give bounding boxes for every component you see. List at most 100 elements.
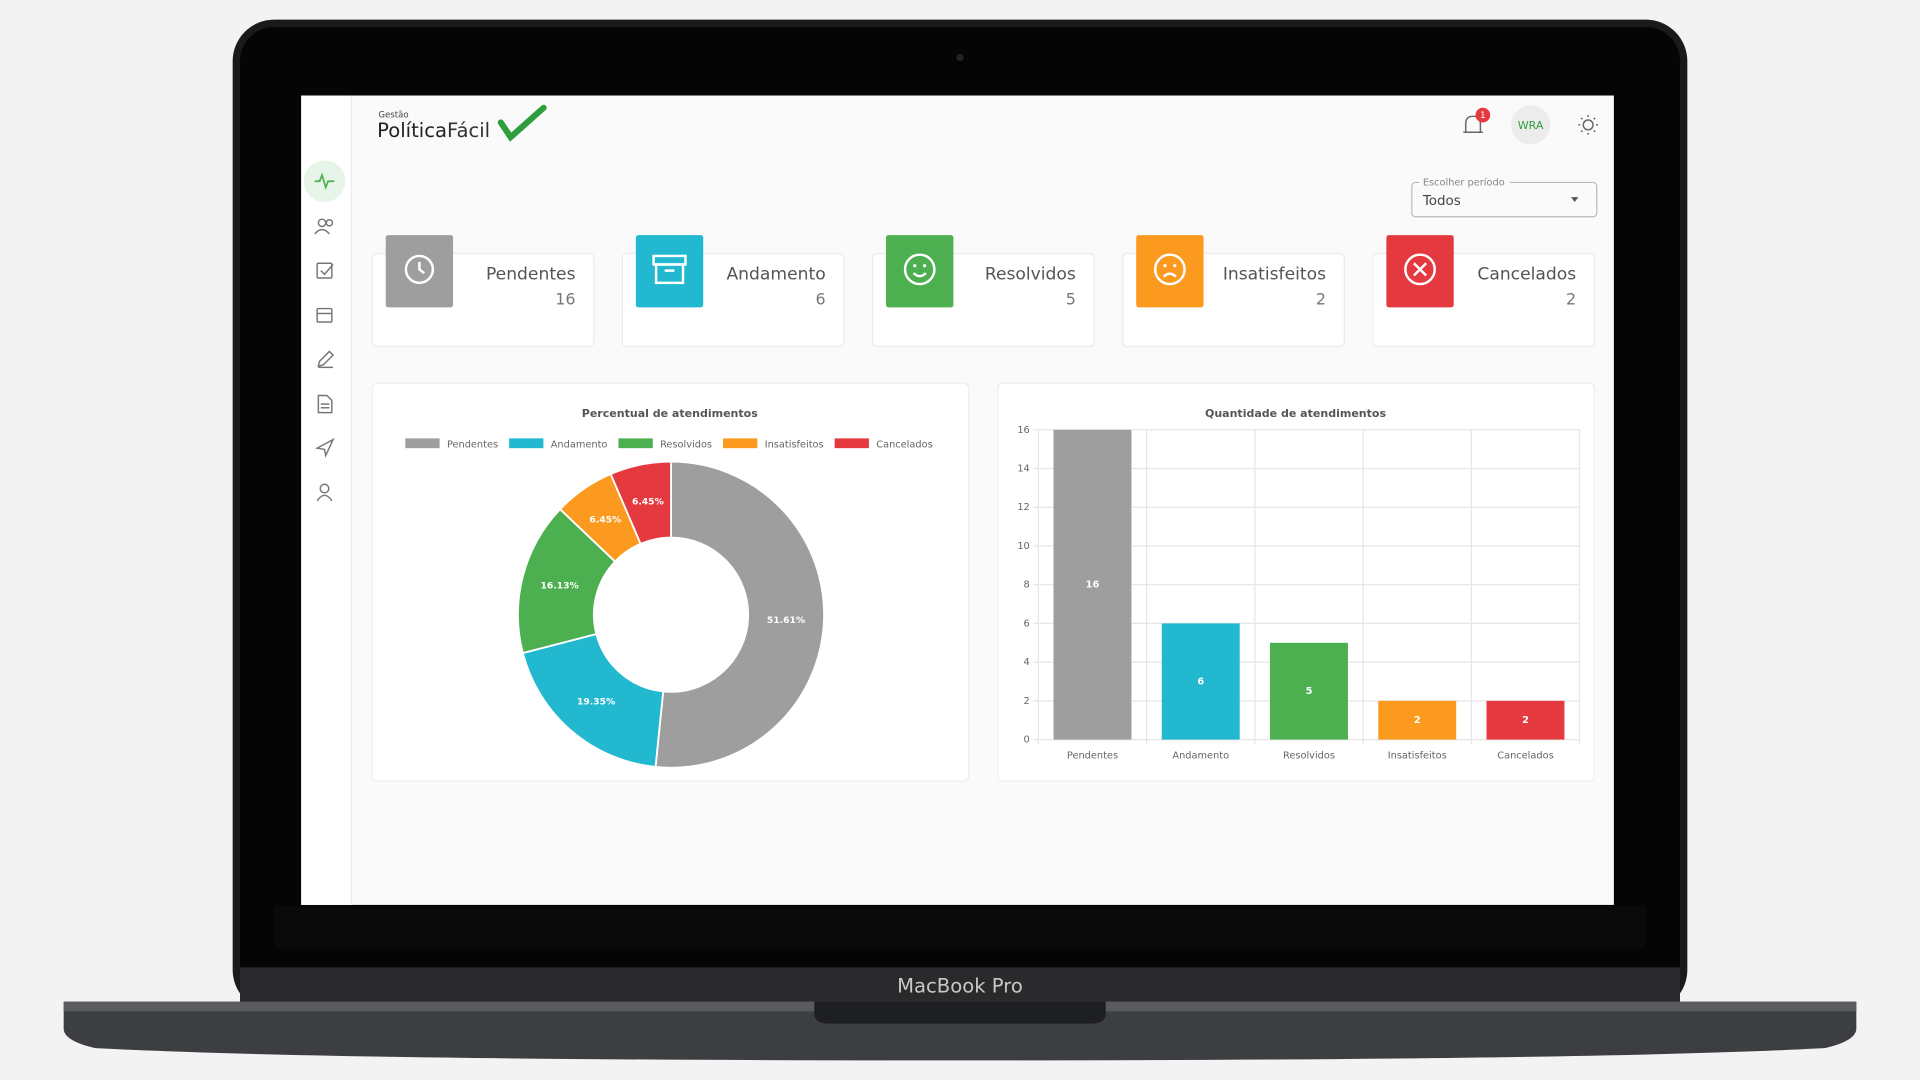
icon-calendar[interactable]: [316, 307, 333, 323]
data-label: 6: [1197, 677, 1204, 688]
icon-shape: [418, 262, 426, 275]
logo[interactable]: PolíticaFácil: [377, 119, 490, 142]
logo-check: [497, 104, 547, 142]
card-label: Resolvidos: [985, 264, 1076, 284]
notification-count: 1: [1480, 111, 1485, 121]
sidebar: [301, 95, 352, 905]
donut-segment: [521, 632, 665, 768]
legend-swatch: [509, 438, 544, 449]
panel: [371, 382, 970, 782]
status-card[interactable]: Pendentes 16: [371, 235, 595, 348]
legend-label: Insatisfeitos: [765, 439, 824, 450]
avatar[interactable]: [1511, 105, 1551, 145]
bar: [1053, 429, 1132, 740]
icon-shape: [1173, 264, 1177, 268]
data-label: 19.35%: [577, 697, 615, 708]
legend-label: Resolvidos: [660, 439, 712, 450]
status-card[interactable]: Insatisfeitos 2: [1122, 235, 1345, 348]
period-label: Escolher período: [1423, 176, 1505, 188]
icon-edit[interactable]: [317, 350, 335, 369]
icon-user[interactable]: [316, 483, 333, 502]
data-label: 16: [1086, 580, 1100, 591]
x-tick-label: Cancelados: [1497, 751, 1553, 762]
x-tick-label: Insatisfeitos: [1388, 751, 1447, 762]
card-value: 16: [555, 290, 575, 309]
icon-shape: [912, 272, 927, 278]
legend-swatch: [723, 438, 758, 449]
legend-label: Pendentes: [447, 439, 498, 450]
laptop-base: [63, 1001, 1857, 1061]
donut-segment: [654, 460, 825, 769]
data-label: 16.13%: [540, 580, 578, 591]
notifications[interactable]: 1: [1463, 107, 1491, 133]
icon-shape: [1153, 253, 1186, 286]
status-card[interactable]: Resolvidos 5: [871, 235, 1095, 348]
card-icon-bg: [886, 235, 954, 308]
icon-document[interactable]: [317, 394, 333, 414]
data-label: 6.45%: [589, 515, 621, 526]
icon-shape: [404, 254, 435, 285]
icon-shape: [1404, 253, 1436, 286]
dynamic-content: Pendentes 16 Andamento 6 Resolvidos 5 Insatisf…: [371, 235, 1596, 769]
device-label: MacBook Pro: [897, 974, 1023, 997]
icon-shape: [1162, 272, 1177, 278]
logo-accent: Fácil: [447, 119, 490, 142]
theme-toggle[interactable]: [1578, 115, 1598, 135]
hinge: [240, 967, 1680, 1005]
legend-label: Cancelados: [876, 439, 932, 450]
y-tick-label: 6: [1024, 618, 1030, 629]
card-value: 2: [1566, 290, 1576, 309]
icon-shape: [1413, 262, 1428, 277]
icon-shape: [913, 264, 917, 268]
card-icon-bg: [1136, 235, 1204, 308]
period-value: Todos: [1422, 194, 1461, 209]
donut-segment: [609, 460, 672, 546]
avatar-initials: WRA: [1518, 119, 1544, 132]
data-label: 6.45%: [632, 496, 664, 507]
icon-people[interactable]: [314, 218, 334, 235]
donut-segment: [517, 507, 617, 655]
logo-small: Gestão: [378, 111, 408, 121]
legend-swatch: [834, 438, 869, 449]
card-icon-bg: [385, 235, 454, 308]
status-card[interactable]: Cancelados 2: [1372, 235, 1596, 348]
select-arrow: [1571, 197, 1579, 203]
bar: [1161, 623, 1240, 740]
card-value: 5: [1066, 290, 1076, 309]
legend-swatch: [618, 438, 653, 449]
x-tick-label: Resolvidos: [1283, 751, 1335, 762]
card-value: 6: [816, 290, 826, 309]
bar: [1270, 642, 1348, 740]
data-label: 2: [1414, 715, 1421, 726]
data-label: 51.61%: [767, 615, 805, 626]
card-label: Insatisfeitos: [1223, 264, 1326, 284]
card-icon-bg: [1386, 235, 1454, 308]
icon-dashboard[interactable]: [314, 172, 335, 190]
bar: [1378, 700, 1457, 740]
card-label: Pendentes: [486, 264, 576, 284]
x-tick-label: Andamento: [1172, 751, 1229, 762]
chart-title: Percentual de atendimentos: [582, 407, 758, 420]
y-tick-label: 2: [1024, 696, 1030, 707]
logo-main: Política: [377, 119, 447, 142]
y-tick-label: 16: [1017, 425, 1029, 436]
y-tick-label: 8: [1024, 580, 1030, 591]
status-card[interactable]: Andamento 6: [621, 235, 845, 348]
bezel-bottom: [274, 906, 1646, 948]
data-label: 5: [1306, 686, 1313, 697]
chart-title: Quantidade de atendimentos: [1205, 407, 1387, 420]
card-value: 2: [1316, 290, 1326, 309]
icon-tasks[interactable]: [316, 262, 334, 279]
y-tick-label: 10: [1017, 541, 1029, 552]
bar: [1486, 700, 1565, 740]
legend-swatch: [405, 438, 440, 449]
y-tick-label: 0: [1024, 735, 1030, 746]
icon-send[interactable]: [314, 437, 335, 458]
y-tick-label: 12: [1017, 502, 1029, 513]
select-label-bg: [1419, 177, 1510, 188]
y-tick-label: 14: [1017, 464, 1029, 475]
lid-notch: [814, 1001, 1106, 1024]
card-label: Cancelados: [1477, 264, 1576, 284]
data-label: 2: [1522, 715, 1529, 726]
